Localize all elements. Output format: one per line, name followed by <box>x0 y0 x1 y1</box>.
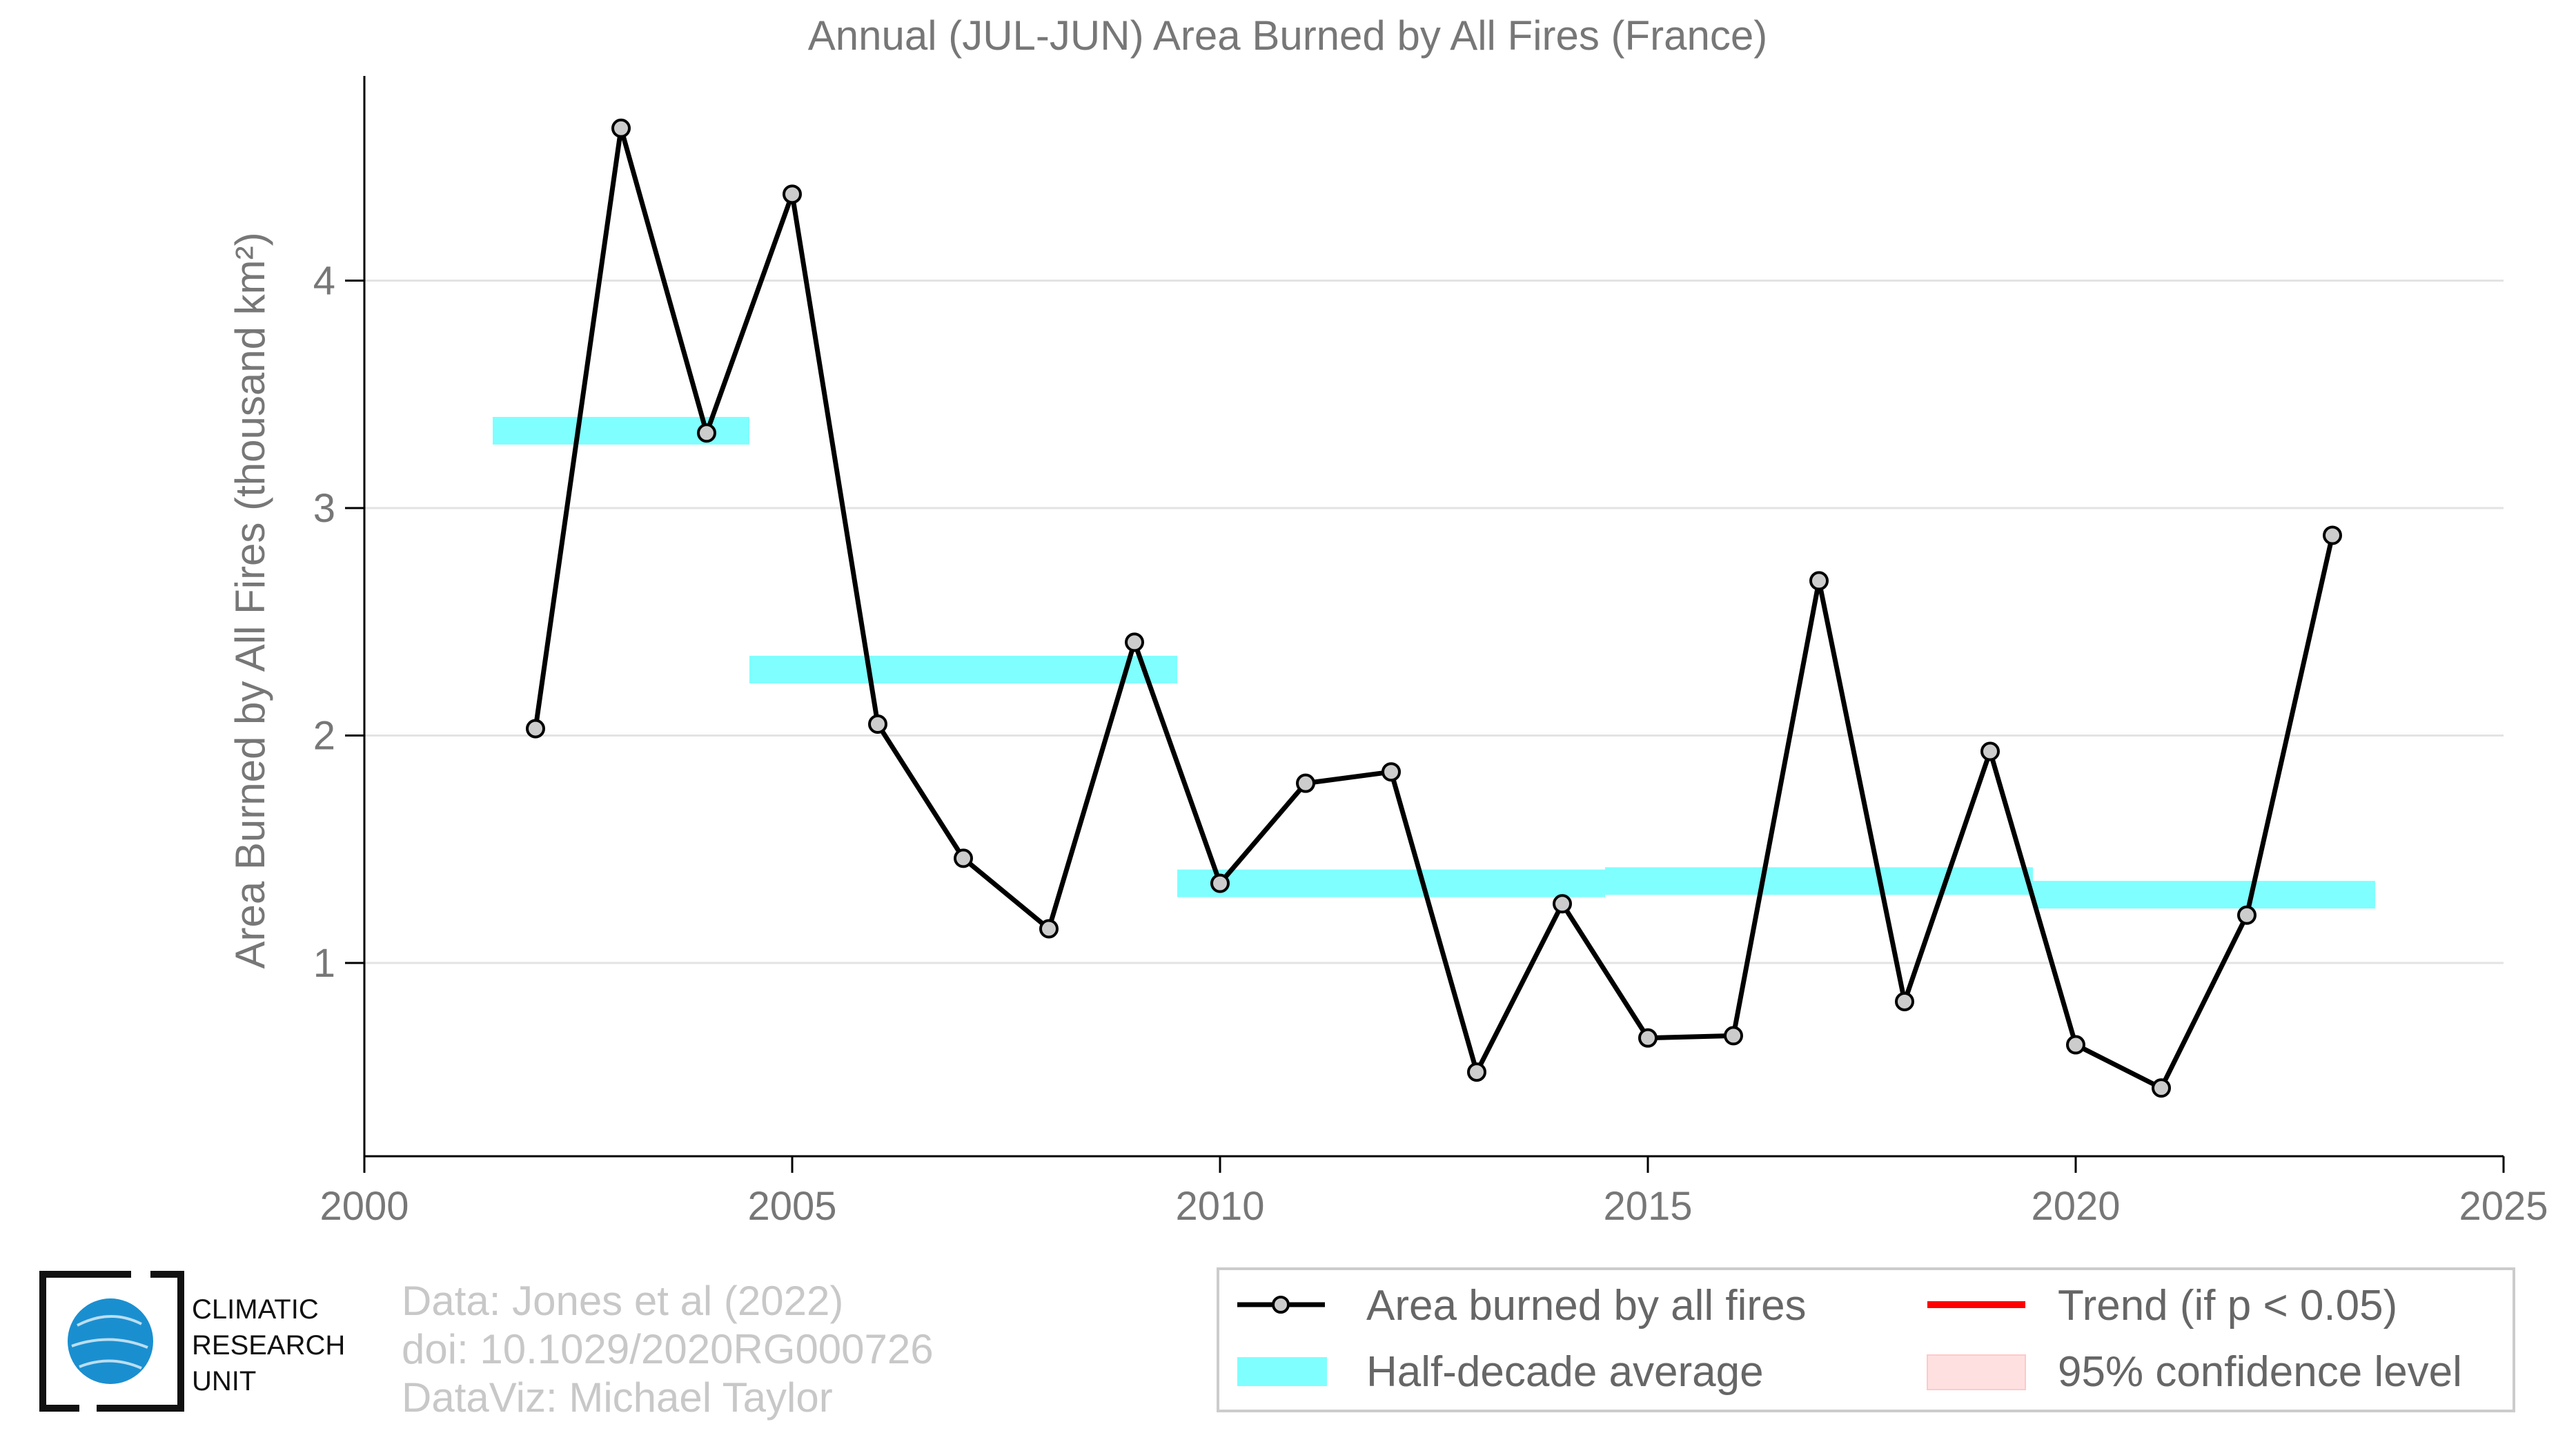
data-point-2003 <box>611 118 631 138</box>
globe-icon <box>68 1298 153 1384</box>
data-point-2021 <box>2152 1078 2171 1098</box>
logo-line-1: CLIMATIC <box>192 1294 319 1325</box>
data-point-2005 <box>783 184 802 204</box>
data-series <box>526 118 2342 1098</box>
y-tick-label-4: 4 <box>313 259 335 304</box>
legend-label-half-decade: Half-decade average <box>1366 1348 1764 1396</box>
data-point-2020 <box>2066 1035 2085 1055</box>
credit-doi: doi: 10.1029/2020RG000726 <box>402 1326 934 1372</box>
y-tick-label-1: 1 <box>313 941 335 986</box>
legend-marker-area-burned <box>1272 1296 1290 1314</box>
data-point-2014 <box>1553 894 1572 914</box>
credit-dataviz: DataViz: Michael Taylor <box>402 1374 833 1421</box>
data-point-2011 <box>1296 773 1315 793</box>
logo-line-2: RESEARCH <box>192 1330 345 1361</box>
credits: Data: Jones et al (2022) doi: 10.1029/20… <box>402 1278 934 1421</box>
chart-title: Annual (JUL-JUN) Area Burned by All Fire… <box>808 12 1768 59</box>
data-point-2018 <box>1895 991 1914 1011</box>
data-point-2002 <box>526 719 545 739</box>
y-tick-label-3: 3 <box>313 486 335 531</box>
logo-bracket-left <box>39 1271 131 1412</box>
data-point-2022 <box>2237 905 2257 925</box>
legend-label-trend: Trend (if p < 0.05) <box>2058 1282 2397 1330</box>
x-tick-label-2020: 2020 <box>2031 1184 2120 1229</box>
logo-line-3: UNIT <box>192 1366 256 1396</box>
x-axis: 2000 2005 2010 2015 2020 2025 <box>319 1155 2548 1229</box>
data-point-2017 <box>1809 571 1829 591</box>
y-axis: 1 2 3 4 <box>313 76 366 1156</box>
half-decade-bands <box>493 416 2375 909</box>
data-point-2012 <box>1382 762 1401 782</box>
data-point-2007 <box>954 848 973 868</box>
data-point-2010 <box>1210 873 1230 893</box>
data-point-2004 <box>697 423 716 443</box>
data-point-2008 <box>1039 919 1059 939</box>
data-point-2015 <box>1638 1028 1658 1048</box>
x-tick-label-2000: 2000 <box>319 1184 409 1229</box>
half-decade-band-4 <box>2033 881 2375 909</box>
half-decade-band-1 <box>749 655 1177 683</box>
legend-label-confidence: 95% confidence level <box>2058 1348 2462 1396</box>
cru-logo: CLIMATIC RESEARCH UNIT <box>39 1271 345 1412</box>
x-tick-label-2015: 2015 <box>1603 1184 1692 1229</box>
data-point-2016 <box>1724 1026 1743 1046</box>
data-point-2013 <box>1467 1062 1486 1082</box>
x-tick-label-2025: 2025 <box>2459 1184 2548 1229</box>
data-point-2006 <box>868 714 887 734</box>
legend-frame <box>1217 1267 2515 1412</box>
half-decade-band-2 <box>1177 869 1605 897</box>
data-point-2019 <box>1980 741 2000 761</box>
data-point-2023 <box>2323 525 2342 545</box>
x-tick-label-2010: 2010 <box>1175 1184 1264 1229</box>
data-point-2009 <box>1125 632 1144 652</box>
globe-swirl <box>71 1315 148 1370</box>
series-line-area-burned <box>533 126 2335 1091</box>
grid-lines <box>364 280 2504 964</box>
logo-bracket-right <box>97 1271 184 1412</box>
legend-label-area-burned: Area burned by all fires <box>1366 1282 1807 1330</box>
y-tick-label-2: 2 <box>313 713 335 758</box>
legend: Area burned by all fires Trend (if p < 0… <box>1217 1267 2515 1412</box>
legend-band-half-decade <box>1237 1357 1327 1386</box>
legend-patch-confidence <box>1927 1354 2026 1390</box>
credit-data: Data: Jones et al (2022) <box>402 1278 843 1324</box>
y-axis-label: Area Burned by All Fires (thousand km²) <box>227 232 273 968</box>
half-decade-band-3 <box>1605 867 2033 895</box>
x-tick-label-2005: 2005 <box>747 1184 836 1229</box>
